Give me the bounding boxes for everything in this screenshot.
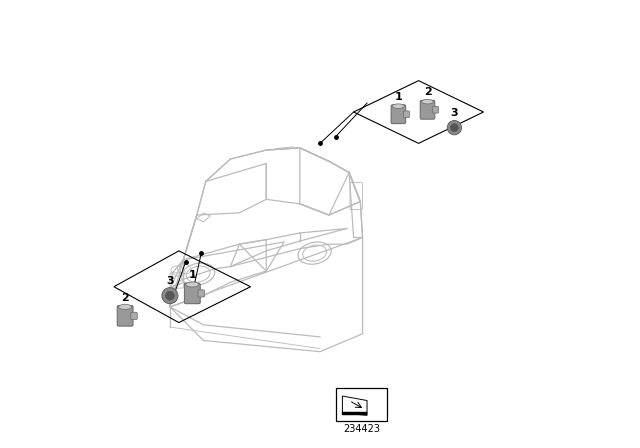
Text: 1: 1 xyxy=(188,270,196,280)
Text: 3: 3 xyxy=(451,108,458,118)
FancyBboxPatch shape xyxy=(335,388,387,421)
FancyBboxPatch shape xyxy=(131,312,137,319)
Circle shape xyxy=(162,288,178,304)
Text: 2: 2 xyxy=(424,87,431,97)
Circle shape xyxy=(166,291,174,300)
Text: 1: 1 xyxy=(394,92,403,102)
FancyBboxPatch shape xyxy=(198,290,204,297)
FancyBboxPatch shape xyxy=(342,412,367,415)
Text: 234423: 234423 xyxy=(343,424,380,434)
FancyBboxPatch shape xyxy=(433,107,438,113)
Circle shape xyxy=(451,124,458,132)
Circle shape xyxy=(447,121,461,135)
FancyBboxPatch shape xyxy=(117,306,133,326)
Ellipse shape xyxy=(186,282,199,287)
FancyBboxPatch shape xyxy=(403,111,410,117)
Text: 2: 2 xyxy=(121,293,129,303)
Ellipse shape xyxy=(118,304,132,310)
Text: 3: 3 xyxy=(166,276,173,286)
Ellipse shape xyxy=(422,99,433,104)
Ellipse shape xyxy=(392,104,404,108)
FancyBboxPatch shape xyxy=(184,283,200,304)
FancyBboxPatch shape xyxy=(420,100,435,119)
FancyBboxPatch shape xyxy=(391,105,406,124)
